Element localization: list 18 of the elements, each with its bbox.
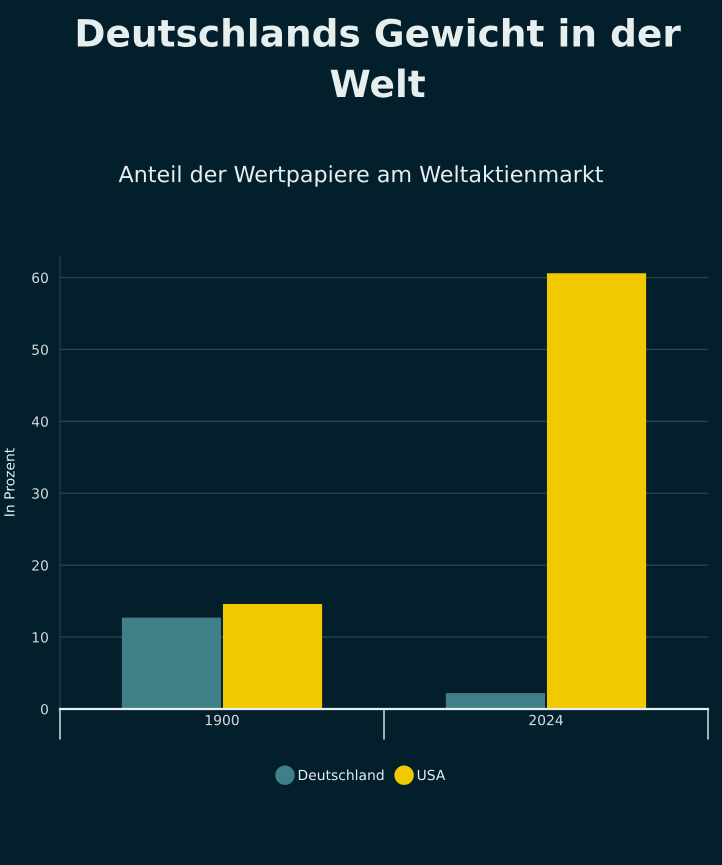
legend-label: USA [418, 770, 446, 780]
chart-subtitle: Anteil der Wertpapiere am Weltaktienmarkt [118, 165, 603, 187]
y-axis-title: In Prozent [4, 448, 15, 516]
bar [222, 604, 322, 709]
y-tick-label: 20 [32, 560, 48, 571]
bar [122, 618, 222, 709]
legend-label: Deutschland [298, 770, 384, 780]
y-tick-label: 0 [40, 704, 48, 714]
y-tick-label: 10 [32, 632, 48, 643]
y-tick-label: 60 [32, 272, 48, 284]
bar [546, 273, 646, 709]
x-tick-label: 1900 [206, 714, 239, 726]
y-tick-label: 30 [32, 488, 48, 499]
chart-title: Deutschlands Gewicht in der Welt [78, 18, 681, 98]
y-tick-label: 50 [32, 344, 48, 355]
x-tick-label: 2024 [529, 714, 563, 726]
bar [446, 693, 546, 709]
y-tick-label: 40 [32, 416, 48, 427]
